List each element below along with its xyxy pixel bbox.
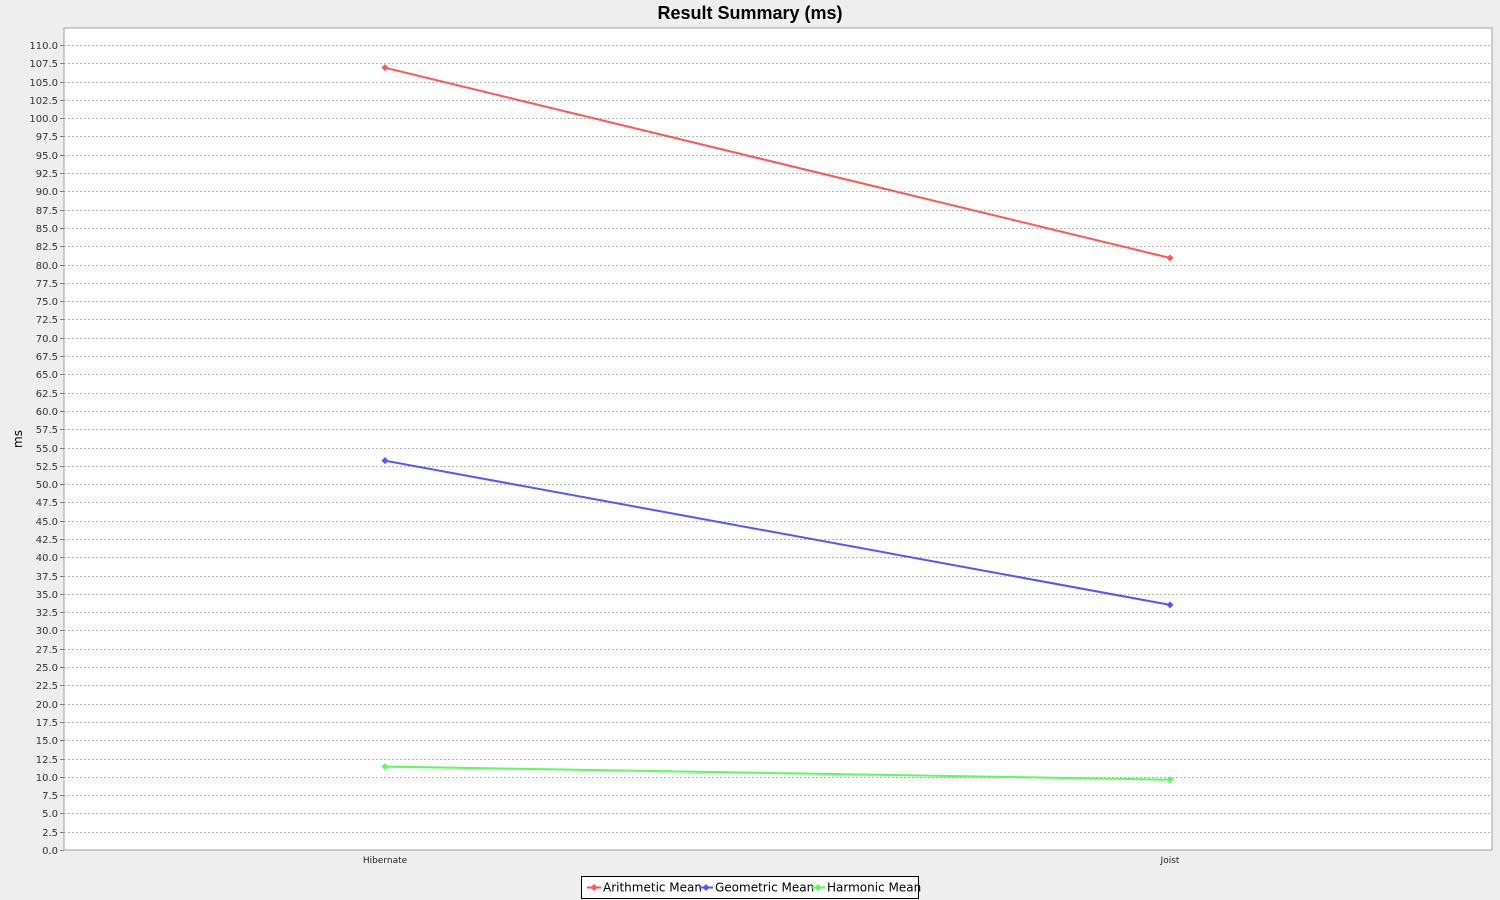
x-tick-label: Hibernate bbox=[363, 856, 408, 866]
legend-item: Harmonic Mean bbox=[811, 881, 921, 895]
y-tick-label: 65.0 bbox=[36, 370, 58, 381]
y-tick-label: 50.0 bbox=[36, 480, 58, 491]
y-tick-label: 15.0 bbox=[36, 736, 58, 747]
data-point bbox=[1166, 776, 1174, 784]
y-tick-label: 97.5 bbox=[36, 132, 58, 143]
y-tick-label: 27.5 bbox=[36, 645, 58, 656]
y-tick-label: 42.5 bbox=[36, 535, 58, 546]
y-tick-label: 92.5 bbox=[36, 169, 58, 180]
y-tick-label: 110.0 bbox=[29, 41, 58, 52]
y-tick-label: 2.5 bbox=[42, 828, 58, 839]
legend-label: Harmonic Mean bbox=[827, 881, 921, 895]
y-tick-label: 105.0 bbox=[29, 78, 58, 89]
legend-swatch-marker bbox=[590, 884, 598, 891]
legend-item: Geometric Mean bbox=[699, 881, 814, 895]
y-tick-label: 57.5 bbox=[36, 425, 58, 436]
y-tick-label: 20.0 bbox=[36, 700, 58, 711]
series-arithmetic-mean bbox=[381, 64, 1174, 262]
y-tick-label: 72.5 bbox=[36, 315, 58, 326]
data-point bbox=[381, 763, 389, 771]
x-axis-ticks: Hibernate Joist bbox=[363, 856, 1180, 866]
y-tick-label: 7.5 bbox=[42, 791, 58, 802]
y-tick-label: 32.5 bbox=[36, 608, 58, 619]
y-tick-label: 87.5 bbox=[36, 206, 58, 217]
legend: Arithmetic Mean Geometric Mean Harmonic Me… bbox=[581, 876, 921, 899]
y-tick-label: 60.0 bbox=[36, 407, 58, 418]
legend-swatch-marker bbox=[814, 884, 822, 891]
y-tick-label: 45.0 bbox=[36, 517, 58, 528]
y-tick-label: 85.0 bbox=[36, 224, 58, 235]
y-tick-label: 82.5 bbox=[36, 242, 58, 253]
y-tick-label: 77.5 bbox=[36, 279, 58, 290]
y-tick-label: 12.5 bbox=[36, 755, 58, 766]
y-tick-label: 17.5 bbox=[36, 718, 58, 729]
series-line bbox=[384, 66, 1171, 259]
series-line bbox=[384, 459, 1171, 606]
legend-item: Arithmetic Mean bbox=[587, 881, 702, 895]
y-tick-label: 37.5 bbox=[36, 572, 58, 583]
y-tick-label: 95.0 bbox=[36, 151, 58, 162]
y-tick-label: 107.5 bbox=[29, 59, 58, 70]
y-tick-label: 90.0 bbox=[36, 187, 58, 198]
y-axis-ticks: 0.0 2.5 5.0 7.5 10.0 12.5 15.0 17.5 20.0 22.5 25.0… bbox=[29, 41, 64, 857]
y-tick-label: 25.0 bbox=[36, 663, 58, 674]
legend-swatch-marker bbox=[702, 884, 710, 891]
series-layer bbox=[381, 64, 1174, 784]
plot-area bbox=[63, 27, 1493, 851]
y-tick-label: 47.5 bbox=[36, 498, 58, 509]
legend-box bbox=[581, 876, 919, 899]
gridlines bbox=[64, 45, 1492, 833]
y-tick-label: 40.0 bbox=[36, 553, 58, 564]
data-point bbox=[1166, 254, 1174, 262]
y-tick-label: 52.5 bbox=[36, 462, 58, 473]
series-harmonic-mean bbox=[381, 763, 1174, 784]
y-tick-label: 67.5 bbox=[36, 352, 58, 363]
data-point bbox=[381, 457, 389, 465]
chart-title: Result Summary (ms) bbox=[657, 3, 842, 23]
y-tick-label: 62.5 bbox=[36, 389, 58, 400]
y-tick-label: 80.0 bbox=[36, 261, 58, 272]
data-point bbox=[1166, 601, 1174, 609]
y-tick-label: 75.0 bbox=[36, 297, 58, 308]
series-geometric-mean bbox=[381, 457, 1174, 609]
y-tick-label: 70.0 bbox=[36, 334, 58, 345]
y-tick-label: 30.0 bbox=[36, 626, 58, 637]
y-tick-label: 35.0 bbox=[36, 590, 58, 601]
x-tick-label: Joist bbox=[1160, 856, 1180, 866]
data-point bbox=[381, 64, 389, 72]
y-axis-label: ms bbox=[11, 430, 25, 448]
y-tick-label: 10.0 bbox=[36, 773, 58, 784]
series-line bbox=[384, 765, 1171, 781]
y-tick-label: 102.5 bbox=[29, 96, 58, 107]
y-tick-label: 100.0 bbox=[29, 114, 58, 125]
y-tick-label: 55.0 bbox=[36, 444, 58, 455]
legend-label: Geometric Mean bbox=[715, 881, 814, 895]
y-tick-label: 0.0 bbox=[42, 846, 58, 857]
y-tick-label: 5.0 bbox=[42, 809, 58, 820]
y-tick-label: 22.5 bbox=[36, 681, 58, 692]
legend-label: Arithmetic Mean bbox=[603, 881, 702, 895]
